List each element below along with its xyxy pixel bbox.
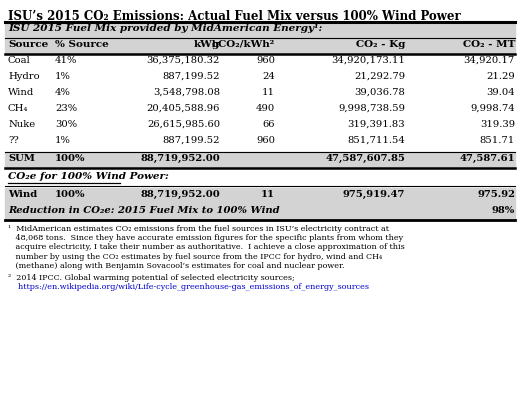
Text: (methane) along with Benjamin Sovacool’s estimates for coal and nuclear power.: (methane) along with Benjamin Sovacool’s… [8,262,345,270]
Text: https://en.wikipedia.org/wiki/Life-cycle_greenhouse-gas_emissions_of_energy_sour: https://en.wikipedia.org/wiki/Life-cycle… [8,283,369,291]
Bar [5,152,515,168]
Text: 887,199.52: 887,199.52 [162,136,220,145]
Text: 960: 960 [256,56,275,65]
Text: 47,587.61: 47,587.61 [459,154,515,163]
Text: 11: 11 [262,88,275,97]
Text: acquire electricity, I take their number as authoritative.  I achieve a close ap: acquire electricity, I take their number… [8,243,405,252]
Text: ISU 2015 Fuel Mix provided by MidAmerican Energy¹:: ISU 2015 Fuel Mix provided by MidAmerica… [8,24,322,33]
Bar [5,204,515,220]
Text: 1%: 1% [55,72,71,81]
Text: 66: 66 [263,120,275,129]
Text: gCO₂/kWh²: gCO₂/kWh² [212,40,275,49]
Text: kWh: kWh [194,40,220,49]
Text: CO₂ - MT: CO₂ - MT [463,40,515,49]
Text: 100%: 100% [55,154,85,163]
Bar [5,22,515,38]
Text: ISU’s 2015 CO₂ Emissions: Actual Fuel Mix versus 100% Wind Power: ISU’s 2015 CO₂ Emissions: Actual Fuel Mi… [8,10,461,23]
Text: 11: 11 [261,190,275,199]
Text: 975.92: 975.92 [477,190,515,199]
Text: 24: 24 [262,72,275,81]
Bar [5,38,515,54]
Text: 851.71: 851.71 [480,136,515,145]
Text: 39,036.78: 39,036.78 [354,88,405,97]
Text: 88,719,952.00: 88,719,952.00 [140,190,220,199]
Text: 41%: 41% [55,56,77,65]
Text: 39.04: 39.04 [486,88,515,97]
Text: 98%: 98% [492,206,515,215]
Text: % Source: % Source [55,40,109,49]
Text: 490: 490 [256,104,275,113]
Text: 34,920.17: 34,920.17 [464,56,515,65]
Text: 9,998,738.59: 9,998,738.59 [338,104,405,113]
Bar [5,188,515,204]
Text: 30%: 30% [55,120,77,129]
Text: Reduction in CO₂e: 2015 Fuel Mix to 100% Wind: Reduction in CO₂e: 2015 Fuel Mix to 100%… [8,206,280,215]
Text: Wind: Wind [8,190,37,199]
Text: 88,719,952.00: 88,719,952.00 [140,154,220,163]
Text: 48,068 tons.  Since they have accurate emission figures for the specific plants : 48,068 tons. Since they have accurate em… [8,234,403,242]
Text: Wind: Wind [8,88,34,97]
Text: 851,711.54: 851,711.54 [347,136,405,145]
Text: 4%: 4% [55,88,71,97]
Text: 20,405,588.96: 20,405,588.96 [147,104,220,113]
Text: 26,615,985.60: 26,615,985.60 [147,120,220,129]
Text: ??: ?? [8,136,19,145]
Text: 319,391.83: 319,391.83 [347,120,405,129]
Text: 36,375,180.32: 36,375,180.32 [147,56,220,65]
Text: CO₂ - Kg: CO₂ - Kg [356,40,405,49]
Text: CH₄: CH₄ [8,104,29,113]
Text: Coal: Coal [8,56,31,65]
Text: 1%: 1% [55,136,71,145]
Text: 21,292.79: 21,292.79 [354,72,405,81]
Text: 319.39: 319.39 [480,120,515,129]
Text: ¹  MidAmerican estimates CO₂ emissions from the fuel sources in ISU’s electricit: ¹ MidAmerican estimates CO₂ emissions fr… [8,225,389,233]
Text: 100%: 100% [55,190,85,199]
Text: 960: 960 [256,136,275,145]
Text: SUM: SUM [8,154,35,163]
Text: 9,998.74: 9,998.74 [470,104,515,113]
Text: 975,919.47: 975,919.47 [343,190,405,199]
Text: 23%: 23% [55,104,77,113]
Text: 21.29: 21.29 [486,72,515,81]
Text: Source: Source [8,40,48,49]
Text: Hydro: Hydro [8,72,40,81]
Text: number by using the CO₂ estimates by fuel source from the IPCC for hydro, wind a: number by using the CO₂ estimates by fue… [8,253,382,261]
Text: ²  2014 IPCC. Global warming potential of selected electricity sources;: ² 2014 IPCC. Global warming potential of… [8,274,295,282]
Text: Nuke: Nuke [8,120,35,129]
Text: CO₂e for 100% Wind Power:: CO₂e for 100% Wind Power: [8,172,169,181]
Text: 887,199.52: 887,199.52 [162,72,220,81]
Text: 47,587,607.85: 47,587,607.85 [325,154,405,163]
Text: 3,548,798.08: 3,548,798.08 [153,88,220,97]
Text: 34,920,173.11: 34,920,173.11 [331,56,405,65]
